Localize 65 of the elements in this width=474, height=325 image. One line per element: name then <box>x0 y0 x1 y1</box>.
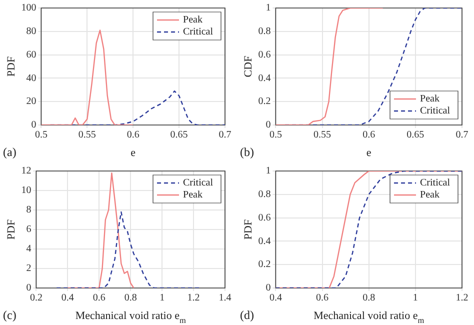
legend-label: Peak <box>183 14 202 26</box>
y-axis-title: PDF <box>242 219 254 240</box>
y-tick-label: 0.8 <box>258 189 271 200</box>
y-tick-label: 80 <box>26 26 36 38</box>
line-series <box>276 171 462 288</box>
y-tick-label: 0.6 <box>258 49 271 60</box>
line-series <box>56 211 202 288</box>
x-tick-label: 0.65 <box>406 130 424 141</box>
y-tick-label: 6 <box>26 224 32 236</box>
y-tick-label: 0 <box>266 282 271 294</box>
x-tick-label: 0.4 <box>61 292 74 304</box>
legend-label: Peak <box>420 190 440 201</box>
legend-label: Peak <box>183 190 202 201</box>
y-tick-label: 12 <box>21 166 32 177</box>
legend-label: Critical <box>183 178 214 189</box>
x-tick-label: 0.55 <box>314 130 332 141</box>
y-tick-label: 1 <box>266 2 271 14</box>
legend-label: Critical <box>420 106 450 117</box>
y-tick-label: 0.2 <box>258 96 271 108</box>
x-tick-label: 0.8 <box>362 292 376 304</box>
x-tick-label: 0.6 <box>316 292 329 304</box>
y-axis-title: CDF <box>242 56 254 78</box>
x-tick-label: 1 <box>412 292 418 304</box>
x-tick-label: 0.6 <box>126 130 140 141</box>
x-tick-label: 0.65 <box>170 130 188 141</box>
x-tick-label: 1.2 <box>187 292 200 304</box>
x-tick-label: 0.6 <box>92 292 106 304</box>
y-tick-label: 0.8 <box>258 26 271 38</box>
x-tick-label: 0.55 <box>78 130 96 141</box>
y-axis-title: PDF <box>5 219 18 240</box>
x-tick-label: 1 <box>160 292 165 304</box>
legend-label: Critical <box>183 26 214 38</box>
x-tick-label: 0.8 <box>124 292 137 304</box>
y-tick-label: 0.6 <box>258 212 271 224</box>
y-tick-label: 40 <box>26 72 36 84</box>
x-tick-label: 1.2 <box>456 292 468 304</box>
x-tick-label: 0.6 <box>362 130 376 141</box>
y-tick-label: 8 <box>26 204 32 216</box>
y-tick-label: 0.2 <box>258 259 271 270</box>
x-tick-label: 1.4 <box>218 292 232 304</box>
y-tick-label: 0 <box>31 120 36 131</box>
y-tick-label: 20 <box>26 96 36 108</box>
text: (d) <box>240 308 254 322</box>
y-tick-label: 0.4 <box>258 72 271 84</box>
y-tick-label: 4 <box>26 244 32 255</box>
y-tick-label: 100 <box>21 2 36 14</box>
y-tick-label: 0.4 <box>258 236 271 247</box>
y-tick-label: 0 <box>266 120 271 131</box>
x-tick-label: 0.5 <box>269 130 282 141</box>
x-axis-title: e <box>130 147 136 159</box>
x-tick-label: 0.7 <box>456 130 468 141</box>
y-tick-label: 0 <box>26 282 32 294</box>
y-axis-title: PDF <box>5 56 18 77</box>
text: (c) <box>3 308 16 322</box>
x-tick-label: 0.5 <box>34 130 48 141</box>
text: (a) <box>3 145 16 159</box>
y-tick-label: 10 <box>21 185 32 196</box>
legend-label: Peak <box>420 94 440 105</box>
y-tick-label: 1 <box>266 166 271 177</box>
y-tick-label: 60 <box>26 49 36 60</box>
text: (b) <box>240 145 254 159</box>
y-tick-label: 2 <box>26 263 32 274</box>
x-axis-title: e <box>366 147 372 159</box>
legend-label: Critical <box>420 178 450 189</box>
x-tick-label: 0.7 <box>218 130 232 141</box>
